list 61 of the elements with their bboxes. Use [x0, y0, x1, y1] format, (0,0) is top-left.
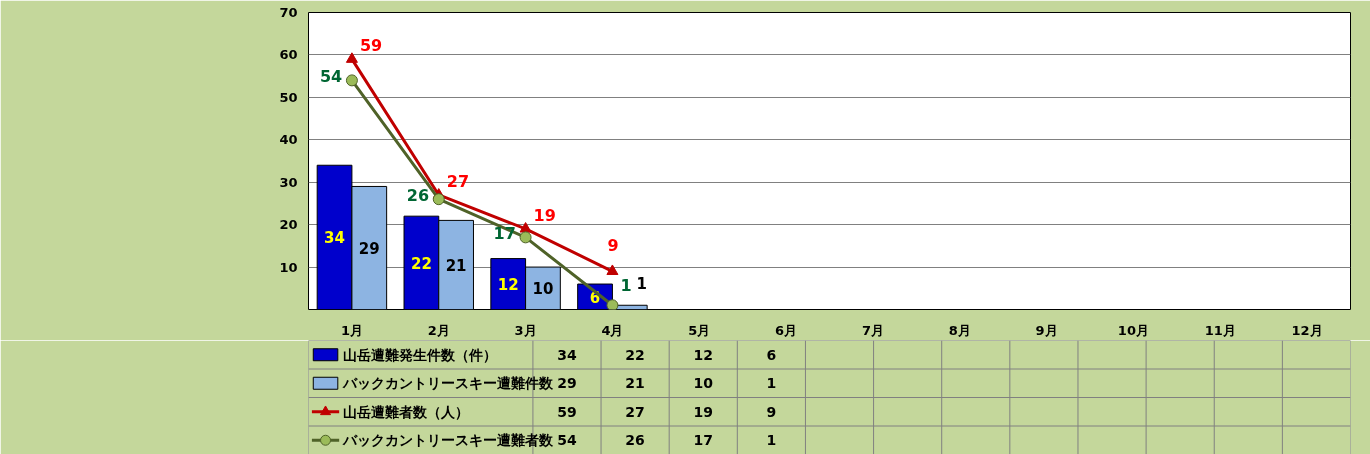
legend-label: 山岳遭難発生件数（件）	[342, 346, 497, 363]
x-tick-label: 11月	[1204, 322, 1236, 338]
y-tick-label: 70	[279, 5, 298, 20]
x-tick-label: 12月	[1291, 322, 1323, 338]
y-tick-label: 30	[279, 174, 298, 190]
point	[606, 264, 619, 275]
x-tick-label: 6月	[775, 322, 798, 338]
text: 54	[557, 432, 577, 449]
text: 22	[625, 346, 645, 363]
point	[345, 74, 358, 87]
x-tick-label: 4月	[601, 322, 624, 338]
legend-label: 山岳遭難者数（人）	[342, 403, 469, 420]
point	[432, 193, 445, 206]
y-tick-label: 10	[279, 259, 298, 275]
point	[345, 52, 358, 63]
text: 27	[625, 403, 645, 420]
text: 1	[766, 432, 777, 449]
text: 59	[557, 403, 577, 420]
data-label: 59	[359, 36, 383, 56]
y-tick-label: 50	[279, 89, 298, 105]
data-label: 12	[497, 276, 519, 295]
text: 19	[693, 403, 713, 420]
x-tick-label: 3月	[514, 322, 537, 338]
data-label: 17	[493, 224, 516, 244]
data-label: 29	[358, 239, 380, 258]
point	[606, 299, 619, 310]
y-tick-label: 40	[279, 132, 298, 148]
text: 1	[766, 375, 777, 392]
x-tick-label: 7月	[861, 322, 884, 338]
point	[519, 222, 532, 233]
text: 17	[693, 432, 713, 449]
data-label: 26	[406, 186, 430, 206]
text: 6	[766, 346, 777, 363]
x-tick-label: 8月	[948, 322, 971, 338]
text: 21	[625, 375, 645, 392]
point	[519, 231, 532, 244]
x-tick-label: 10月	[1117, 322, 1149, 338]
x-tick-label: 5月	[688, 322, 711, 338]
data-label: 34	[324, 229, 345, 248]
text: 29	[557, 375, 577, 392]
data-label: 54	[319, 67, 343, 87]
data-label: 21	[445, 256, 467, 275]
data-label: 22	[410, 254, 432, 273]
text: 34	[557, 346, 577, 363]
data-label: 27	[446, 171, 470, 191]
text: 12	[693, 346, 713, 363]
x-tick-label: 2月	[427, 322, 450, 338]
data-label: 9	[607, 236, 619, 256]
x-tick-label: 9月	[1035, 322, 1058, 338]
x-tick-label: 1月	[340, 322, 363, 338]
text: 9	[766, 403, 777, 420]
data-label: 19	[533, 205, 556, 225]
legend-label: バックカントリースキー遭難者数	[341, 432, 554, 449]
data-label: 10	[532, 280, 554, 299]
y-tick-label: 20	[279, 217, 298, 233]
text: 26	[625, 432, 645, 449]
text: 10	[693, 375, 714, 392]
data-label: 1	[620, 276, 632, 296]
y-tick-label: 60	[279, 47, 298, 63]
legend-label: バックカントリースキー遭難件数	[341, 375, 554, 392]
data-label: 1	[636, 275, 647, 294]
